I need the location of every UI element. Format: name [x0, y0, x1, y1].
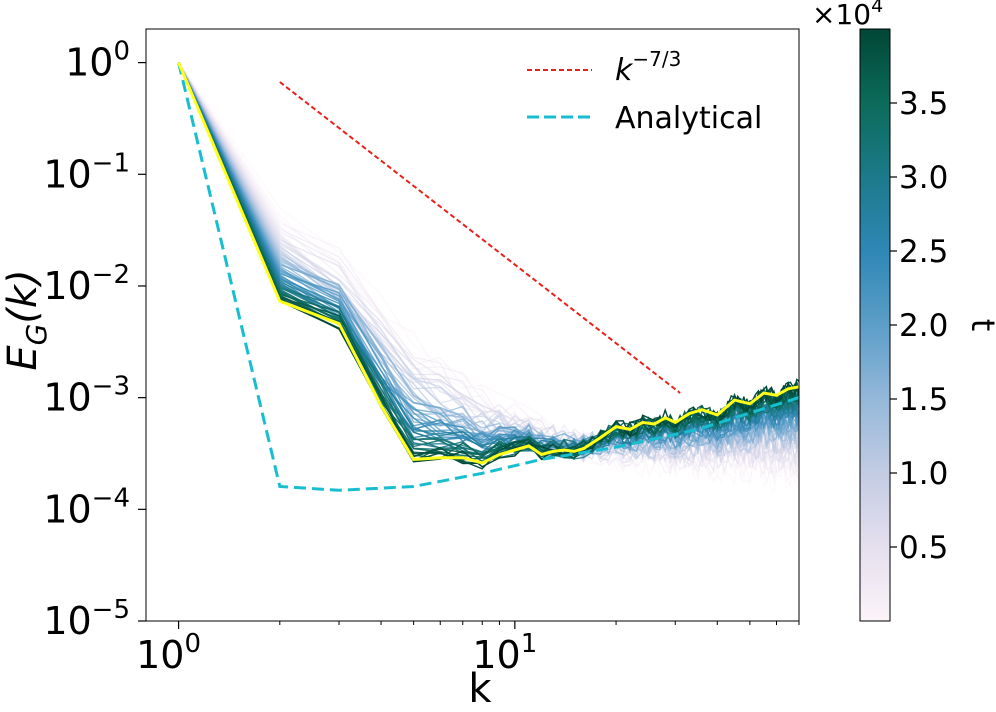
- legend-label-slope-base: k: [615, 53, 634, 88]
- y-tick-label: 10−3: [43, 372, 130, 420]
- x-axis-label: k: [468, 666, 492, 712]
- colorbar-tick-label: 3.5: [899, 86, 948, 122]
- plot-area: [146, 29, 799, 621]
- colorbar-tick-label: 2.0: [899, 308, 948, 344]
- colorbar: [859, 28, 891, 622]
- colorbar-ticks: 0.5 1.0 1.5 2.0 2.5 3.0 3.5: [890, 86, 948, 566]
- colorbar-tick-label: 3.0: [899, 160, 948, 196]
- x-axis-ticks: 100 101: [136, 621, 800, 677]
- y-axis-ticks: 100 10−1 10−2 10−3 10−4 10−5: [43, 37, 146, 643]
- y-tick-label: 10−1: [43, 148, 130, 196]
- colorbar-tick-label: 2.5: [899, 234, 948, 270]
- series-line-2: [177, 62, 799, 465]
- series-layer: [177, 62, 799, 492]
- colorbar-label: t: [964, 319, 996, 332]
- colorbar-multiplier: ×104: [812, 0, 883, 31]
- y-tick-label: 10−2: [43, 260, 130, 308]
- colorbar-multiplier-base: ×10: [812, 0, 871, 31]
- y-axis-label-base: E: [0, 345, 46, 371]
- colorbar-tick-label: 1.0: [899, 456, 948, 492]
- legend-label-slope-exp: −7/3: [632, 47, 681, 71]
- series-line-1: [177, 62, 799, 492]
- y-tick-label: 100: [65, 37, 130, 85]
- x-tick-label: 100: [136, 629, 201, 677]
- legend-label-analytical: Analytical: [615, 101, 762, 136]
- x-tick-label: 101: [472, 629, 537, 677]
- y-axis-label: EG(k): [0, 269, 53, 370]
- series-line-0: [279, 81, 681, 394]
- y-tick-label: 10−4: [43, 483, 130, 531]
- time-evolution-lines: [177, 62, 799, 493]
- colorbar-tick-label: 0.5: [899, 530, 948, 566]
- colorbar-tick-label: 1.5: [899, 382, 948, 418]
- y-axis-label-sub: G: [20, 324, 53, 346]
- y-tick-label: 10−5: [43, 595, 130, 643]
- legend: k−7/3 Analytical: [527, 47, 762, 136]
- legend-label-slope: k−7/3: [615, 47, 681, 88]
- y-axis-label-arg: (k): [0, 269, 46, 323]
- plot-frame: [145, 28, 800, 622]
- colorbar-multiplier-exp: 4: [871, 0, 883, 17]
